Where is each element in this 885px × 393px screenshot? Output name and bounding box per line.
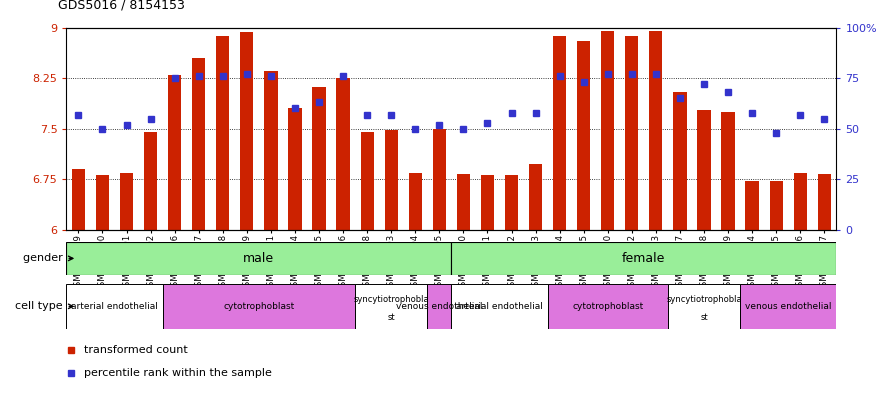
Text: gender: gender	[23, 253, 66, 263]
Bar	[144, 132, 158, 230]
Bar	[668, 284, 740, 329]
Bar	[770, 181, 783, 230]
Bar	[601, 31, 614, 230]
Bar	[721, 112, 735, 230]
Bar	[192, 58, 205, 230]
Bar	[96, 174, 109, 230]
Bar	[673, 92, 687, 230]
Bar	[355, 284, 427, 329]
Bar	[697, 110, 711, 230]
Text: arterial endothelial: arterial endothelial	[456, 302, 543, 311]
Bar	[577, 41, 590, 230]
Bar	[168, 75, 181, 230]
Bar	[548, 284, 668, 329]
Bar	[312, 87, 326, 230]
Text: cytotrophoblast: cytotrophoblast	[572, 302, 643, 311]
Bar	[794, 173, 807, 230]
Bar	[66, 284, 163, 329]
Bar	[457, 174, 470, 230]
Bar	[451, 242, 836, 275]
Bar	[625, 36, 638, 230]
Bar	[216, 36, 229, 230]
Bar	[745, 181, 758, 230]
Bar	[289, 108, 302, 230]
Bar	[451, 284, 548, 329]
Text: transformed count: transformed count	[84, 345, 188, 355]
Bar	[240, 32, 253, 230]
Bar	[163, 284, 355, 329]
Text: st: st	[700, 313, 708, 322]
Text: cytotrophoblast: cytotrophoblast	[223, 302, 295, 311]
Text: male: male	[243, 252, 274, 265]
Bar	[650, 31, 663, 230]
Bar	[504, 174, 518, 230]
Text: venous endothelial: venous endothelial	[745, 302, 831, 311]
Bar	[433, 129, 446, 230]
Text: venous endothelial: venous endothelial	[396, 302, 482, 311]
Text: arterial endothelial: arterial endothelial	[71, 302, 158, 311]
Bar	[360, 132, 373, 230]
Bar	[481, 174, 494, 230]
Bar	[409, 173, 422, 230]
Bar	[66, 242, 451, 275]
Bar	[529, 164, 543, 230]
Bar	[740, 284, 836, 329]
Text: percentile rank within the sample: percentile rank within the sample	[84, 368, 272, 378]
Bar	[72, 169, 85, 230]
Bar	[385, 130, 398, 230]
Text: st: st	[388, 313, 395, 322]
Text: syncytiotrophobla: syncytiotrophobla	[353, 295, 429, 304]
Text: female: female	[622, 252, 666, 265]
Bar	[265, 72, 278, 230]
Bar	[553, 36, 566, 230]
Bar	[119, 173, 133, 230]
Text: syncytiotrophobla: syncytiotrophobla	[666, 295, 742, 304]
Bar	[818, 174, 831, 230]
Bar	[427, 284, 451, 329]
Text: GDS5016 / 8154153: GDS5016 / 8154153	[58, 0, 184, 12]
Text: cell type: cell type	[15, 301, 66, 311]
Bar	[336, 78, 350, 230]
